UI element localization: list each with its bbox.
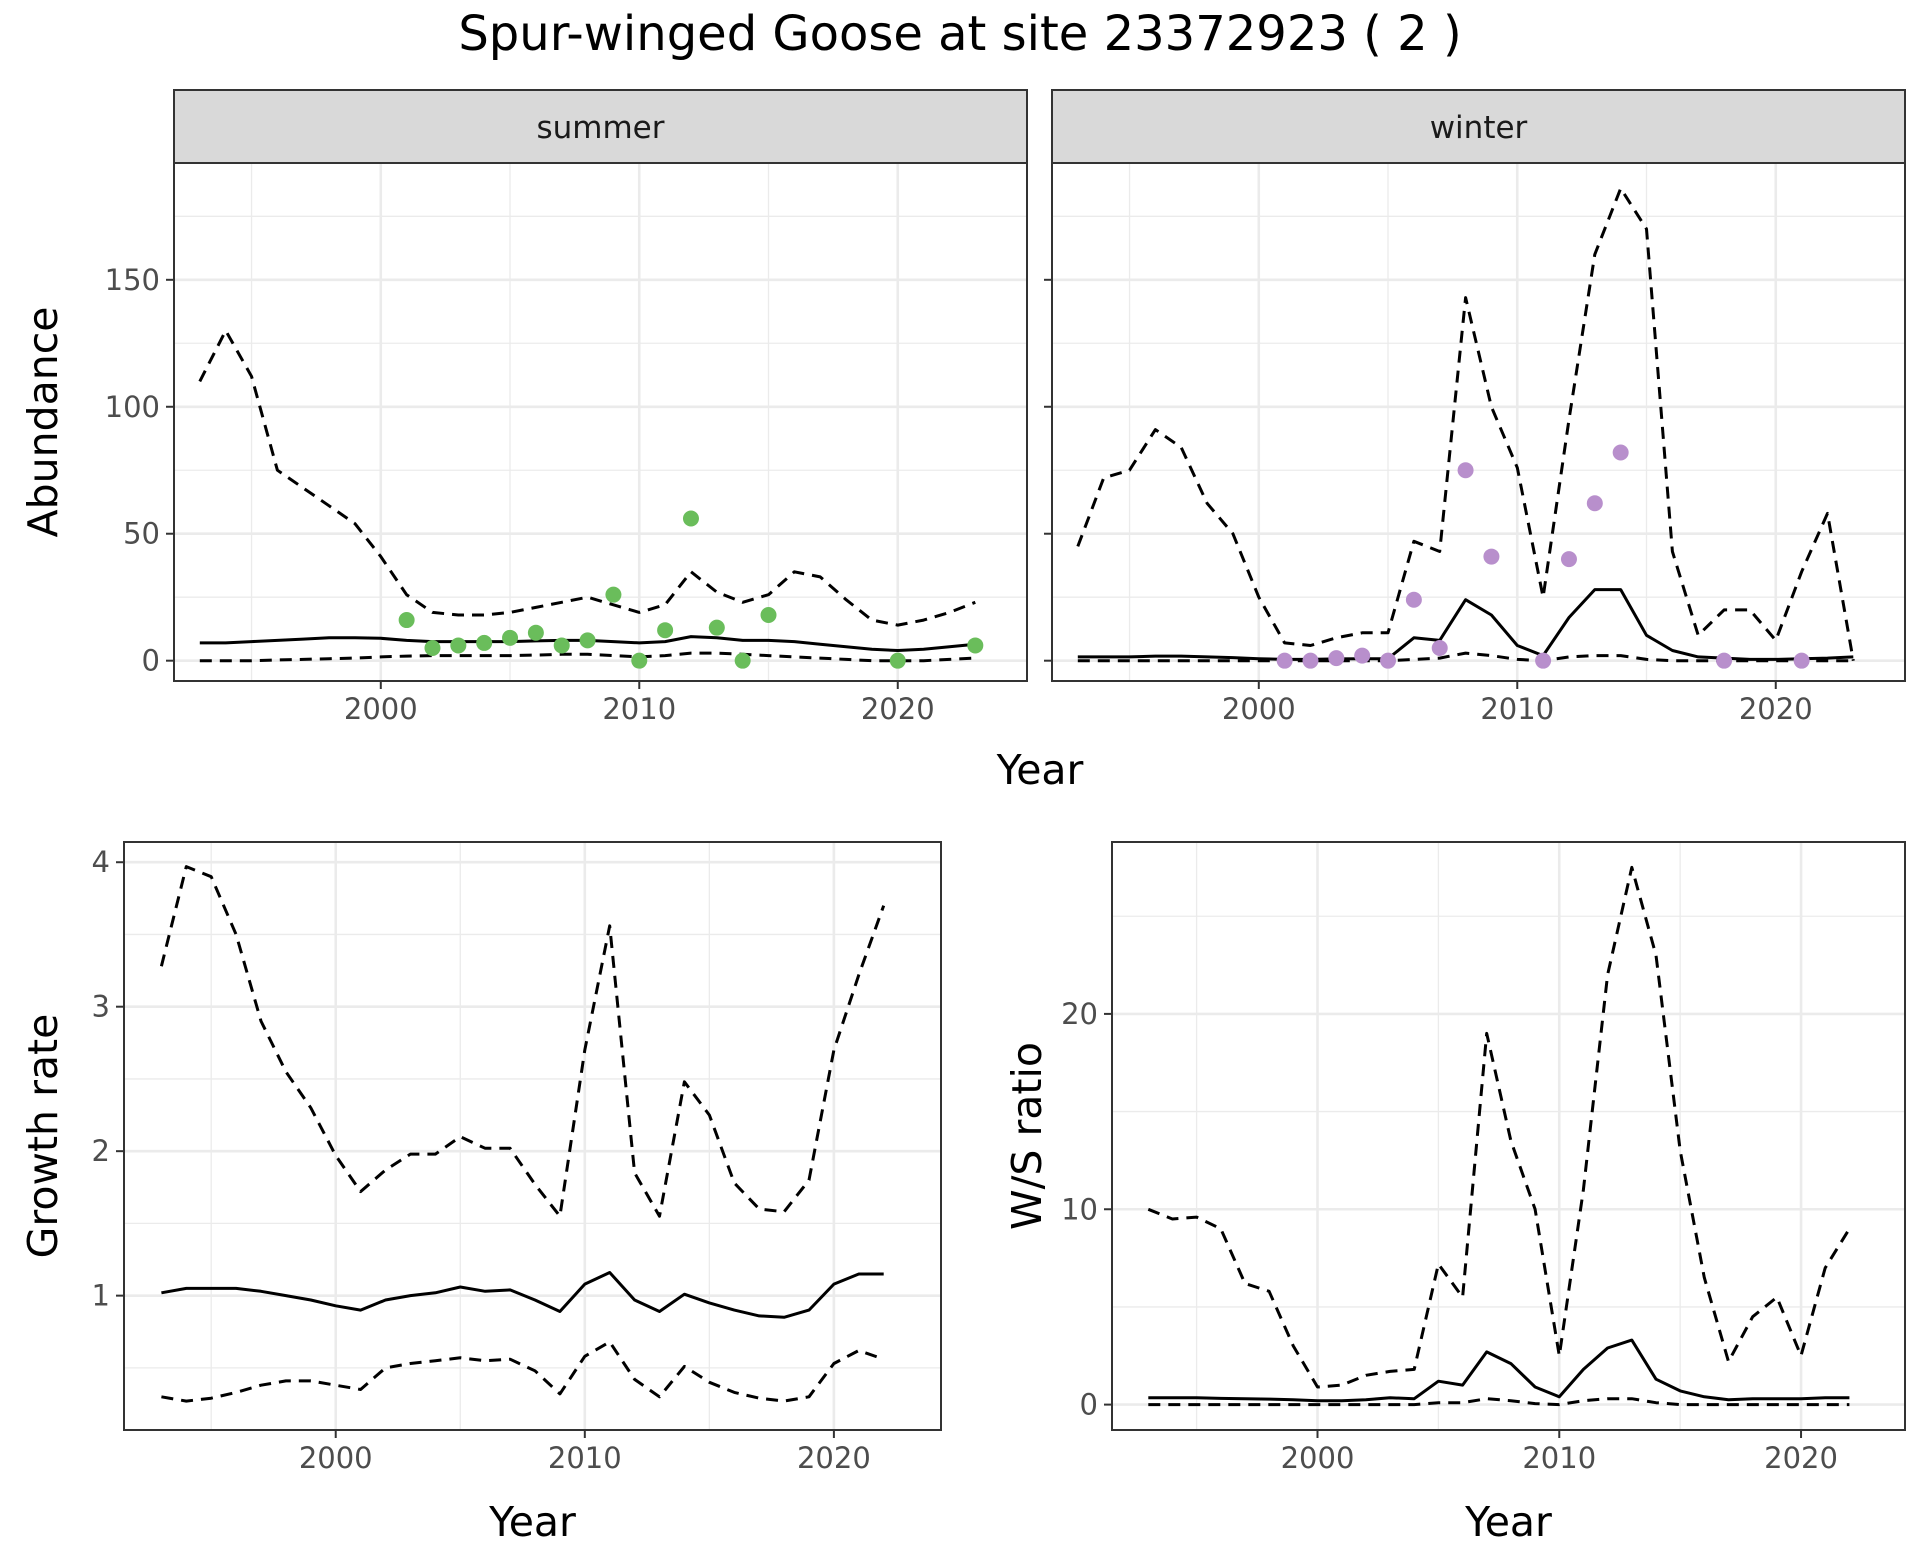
figure-title: Spur-winged Goose at site 23372923 ( 2 ) (458, 6, 1462, 62)
data-point (760, 606, 777, 623)
y-tick-label: 2 (92, 1134, 110, 1168)
data-point (682, 510, 699, 527)
data-point (708, 619, 725, 636)
x-tick-label: 2000 (344, 692, 418, 726)
data-point (967, 637, 984, 654)
data-point (657, 622, 674, 639)
data-point (1354, 647, 1371, 664)
y-tick-label: 0 (1080, 1388, 1098, 1422)
facet-strip-label: summer (536, 110, 664, 146)
x-tick-label: 2020 (797, 1441, 871, 1475)
panel-winter (1044, 162, 1906, 689)
y-tick-label: 0 (142, 644, 160, 678)
y-tick-label: 100 (105, 390, 160, 424)
x-tick-label: 2010 (1522, 1441, 1596, 1475)
data-point (1457, 462, 1474, 479)
data-point (476, 634, 493, 651)
panel-border (1051, 162, 1906, 682)
data-point (631, 652, 648, 669)
data-point (424, 639, 441, 656)
y-tick-label: 150 (105, 263, 160, 297)
y-tick-label: 4 (92, 845, 110, 879)
data-point (1431, 639, 1448, 656)
data-point (553, 637, 570, 654)
series-line-upper (1076, 186, 1855, 661)
data-point (1302, 652, 1319, 669)
y-tick-label: 1 (92, 1279, 110, 1313)
data-point (527, 624, 544, 641)
data-point (1380, 652, 1397, 669)
data-point (1328, 650, 1345, 667)
series-line-estimate (161, 1271, 884, 1319)
data-point (502, 629, 519, 646)
data-point (579, 632, 596, 649)
x-tick-label: 2010 (602, 692, 676, 726)
x-tick-label: 2010 (548, 1441, 622, 1475)
panel-border (1111, 841, 1906, 1431)
facet-strip-winter (1051, 89, 1906, 164)
data-point (1716, 652, 1733, 669)
data-point (1276, 652, 1293, 669)
data-point (1535, 652, 1552, 669)
y-tick-label: 20 (1061, 997, 1098, 1031)
data-point (1586, 495, 1603, 512)
x-axis-label: Year (996, 746, 1084, 794)
series-line-upper (1147, 865, 1851, 1389)
x-tick-label: 2000 (1281, 1441, 1355, 1475)
y-tick-label: 50 (123, 517, 160, 551)
data-point (1560, 551, 1577, 568)
data-point (605, 586, 622, 603)
data-point (398, 612, 415, 629)
series-line-lower (161, 1340, 885, 1403)
panel-ratio (1104, 841, 1906, 1438)
data-point (734, 652, 751, 669)
series-line-estimate (1077, 588, 1854, 661)
data-point (1612, 444, 1629, 461)
y-axis-label: Abundance (19, 307, 67, 538)
series-line-lower (1148, 1397, 1850, 1407)
data-point (889, 652, 906, 669)
facet-strip-label: winter (1430, 110, 1528, 146)
x-tick-label: 2020 (861, 692, 935, 726)
y-tick-label: 3 (92, 990, 110, 1024)
x-tick-label: 2000 (1222, 692, 1296, 726)
x-axis-label: Year (488, 1498, 576, 1546)
x-tick-label: 2020 (1739, 692, 1813, 726)
x-tick-label: 2010 (1480, 692, 1554, 726)
data-point (450, 637, 467, 654)
series-line-upper (198, 329, 976, 627)
data-point (1483, 548, 1500, 565)
y-axis-label: W/S ratio (1003, 1042, 1051, 1230)
x-tick-label: 2020 (1764, 1441, 1838, 1475)
panel-border (173, 162, 1028, 682)
panel-growth (116, 841, 942, 1438)
series-line-estimate (1148, 1338, 1850, 1403)
data-point (1793, 652, 1810, 669)
series-line-lower (199, 651, 976, 663)
x-tick-label: 2000 (299, 1441, 373, 1475)
x-axis-label: Year (1464, 1498, 1552, 1546)
series-line-upper (159, 865, 886, 1218)
facet-strip-summer (173, 89, 1028, 164)
y-axis-label: Growth rate (19, 1014, 67, 1259)
panel-border (123, 841, 942, 1431)
y-tick-label: 10 (1061, 1192, 1098, 1226)
data-point (1405, 591, 1422, 608)
panel-summer (166, 162, 1028, 689)
